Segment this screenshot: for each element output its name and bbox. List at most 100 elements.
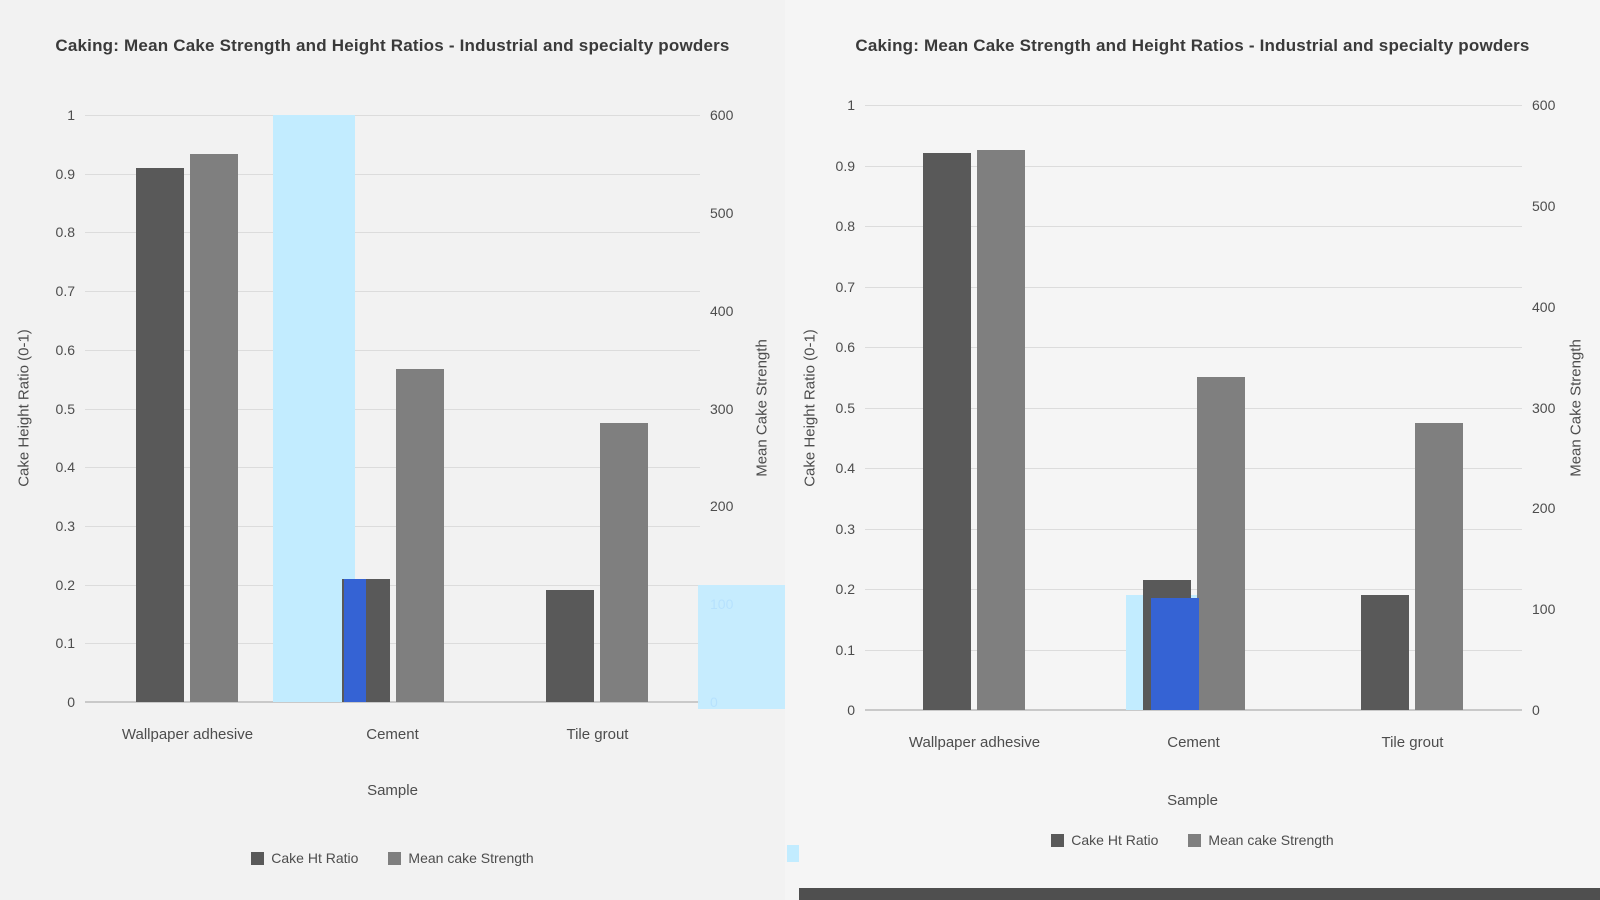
- y-tick-left-0.4: 0.4: [55, 459, 75, 476]
- y-tick-left-0.7: 0.7: [55, 283, 75, 300]
- chart-panel-left: Caking: Mean Cake Strength and Height Ra…: [0, 0, 790, 900]
- bar-cake-ht-ratio-tile-grout[interactable]: [1361, 595, 1410, 710]
- y-tick-left-0: 0: [847, 702, 855, 718]
- selected-bar-highlight[interactable]: [1150, 598, 1199, 710]
- gridline: [85, 349, 700, 351]
- y-tick-right-600: 600: [1532, 97, 1556, 113]
- y-tick-left-0.3: 0.3: [835, 520, 855, 537]
- bar-mean-cake-strength-wallpaper-adhesive[interactable]: [190, 154, 239, 702]
- y-tick-right-500: 500: [1532, 197, 1556, 214]
- gridline: [865, 528, 1522, 530]
- bar-cake-ht-ratio-wallpaper-adhesive[interactable]: [923, 153, 972, 710]
- chart-legend: Cake Ht Ratio Mean cake Strength: [785, 832, 1600, 848]
- legend-swatch-cake-ht-ratio: [251, 851, 265, 865]
- y-tick-left-0.5: 0.5: [835, 399, 855, 416]
- legend-swatch-mean-cake-strength: [1188, 833, 1202, 847]
- gridline: [865, 165, 1522, 167]
- y-axis-label-left: Cake Height Ratio (0-1): [15, 329, 33, 487]
- plot-area[interactable]: Wallpaper adhesive Cement Tile grout 0 0.1 0.…: [56, 107, 790, 743]
- y-tick-right-400: 400: [1532, 298, 1556, 315]
- y-tick-right-500: 500: [710, 204, 734, 221]
- legend-item-cake-ht-ratio[interactable]: Cake Ht Ratio: [1051, 832, 1158, 848]
- legend-swatch-cake-ht-ratio: [1051, 833, 1065, 847]
- y-tick-left-0.9: 0.9: [55, 165, 75, 182]
- hover-highlight-band: [272, 115, 355, 702]
- x-axis-line: [85, 701, 700, 703]
- gridline: [865, 105, 1522, 106]
- y-axis-label-right: Mean Cake Strength: [753, 339, 771, 477]
- bar-mean-cake-strength-tile-grout[interactable]: [600, 423, 649, 702]
- y-tick-right-600: 600: [710, 107, 734, 123]
- legend-swatch-mean-cake-strength: [388, 851, 402, 865]
- gridline: [865, 589, 1522, 590]
- gridline: [85, 467, 700, 469]
- x-tick-tile-grout: Tile grout: [1381, 734, 1444, 751]
- bar-mean-cake-strength-wallpaper-adhesive[interactable]: [977, 150, 1026, 710]
- x-tick-wallpaper-adhesive: Wallpaper adhesive: [908, 734, 1041, 751]
- legend-label: Mean cake Strength: [1208, 832, 1334, 848]
- legend-item-mean-cake-strength[interactable]: Mean cake Strength: [388, 850, 534, 866]
- y-tick-left-0.3: 0.3: [55, 517, 75, 534]
- y-tick-left-0.4: 0.4: [835, 460, 855, 476]
- x-tick-cement: Cement: [1167, 734, 1220, 751]
- gridline: [85, 291, 700, 293]
- gridline: [85, 115, 700, 116]
- bar-cake-ht-ratio-wallpaper-adhesive[interactable]: [136, 167, 185, 702]
- y-tick-right-0: 0: [1532, 702, 1540, 718]
- y-tick-left-0.1: 0.1: [55, 635, 75, 652]
- bar-mean-cake-strength-cement[interactable]: [395, 369, 444, 702]
- gridline: [85, 525, 700, 527]
- horizontal-scrollbar[interactable]: [799, 888, 1600, 900]
- gridline: [85, 584, 700, 586]
- axis-range-selection[interactable]: [698, 584, 790, 709]
- selected-bar-highlight[interactable]: [343, 578, 366, 702]
- gridline: [85, 643, 700, 645]
- y-tick-right-300: 300: [1532, 399, 1556, 416]
- y-tick-left-0.2: 0.2: [55, 576, 75, 593]
- y-tick-left-0.1: 0.1: [835, 641, 855, 658]
- y-tick-left-0: 0: [67, 694, 75, 710]
- y-tick-left-0.8: 0.8: [55, 224, 75, 241]
- chart-title: Caking: Mean Cake Strength and Height Ra…: [55, 36, 730, 55]
- y-tick-right-100: 100: [1532, 601, 1556, 618]
- x-axis-label: Sample: [367, 782, 418, 799]
- x-axis-line: [865, 709, 1522, 711]
- y-tick-left-0.9: 0.9: [835, 157, 855, 174]
- y-tick-left-0.2: 0.2: [835, 581, 855, 597]
- y-tick-left-1: 1: [67, 107, 75, 123]
- legend-item-mean-cake-strength[interactable]: Mean cake Strength: [1188, 832, 1334, 848]
- chart-legend: Cake Ht Ratio Mean cake Strength: [0, 850, 785, 866]
- y-tick-left-0.7: 0.7: [835, 278, 855, 295]
- legend-label: Cake Ht Ratio: [271, 850, 359, 866]
- y-tick-right-300: 300: [710, 400, 734, 417]
- gridline: [85, 232, 700, 234]
- chart-title: Caking: Mean Cake Strength and Height Ra…: [855, 36, 1530, 55]
- legend-label: Mean cake Strength: [408, 850, 534, 866]
- bar-mean-cake-strength-tile-grout[interactable]: [1415, 422, 1464, 710]
- gridline: [865, 286, 1522, 288]
- plot-area[interactable]: Wallpaper adhesive Cement Tile grout 0 0.1 0.…: [836, 97, 1556, 751]
- y-tick-left-0.5: 0.5: [55, 400, 75, 417]
- x-tick-wallpaper-adhesive: Wallpaper adhesive: [121, 726, 254, 743]
- cyan-selection-swatch: [787, 845, 799, 862]
- y-tick-right-200: 200: [710, 498, 734, 515]
- y-axis-label-right: Mean Cake Strength: [1567, 339, 1585, 477]
- bar-cake-ht-ratio-tile-grout[interactable]: [546, 590, 595, 702]
- gridline: [85, 173, 700, 175]
- gridline: [865, 468, 1522, 469]
- gridline: [85, 408, 700, 410]
- y-tick-left-0.6: 0.6: [835, 339, 855, 355]
- y-tick-right-400: 400: [710, 302, 734, 319]
- y-tick-left-1: 1: [847, 97, 855, 113]
- y-tick-left-0.6: 0.6: [55, 341, 75, 358]
- legend-item-cake-ht-ratio[interactable]: Cake Ht Ratio: [251, 850, 358, 866]
- bar-mean-cake-strength-cement[interactable]: [1196, 377, 1245, 710]
- gridline: [865, 407, 1522, 409]
- y-axis-label-left: Cake Height Ratio (0-1): [801, 329, 819, 487]
- gridline: [865, 347, 1522, 348]
- y-tick-right-200: 200: [1532, 500, 1556, 517]
- gridline: [865, 226, 1522, 227]
- x-tick-tile-grout: Tile grout: [566, 726, 629, 743]
- y-tick-left-0.8: 0.8: [835, 218, 855, 234]
- x-tick-cement: Cement: [366, 726, 419, 743]
